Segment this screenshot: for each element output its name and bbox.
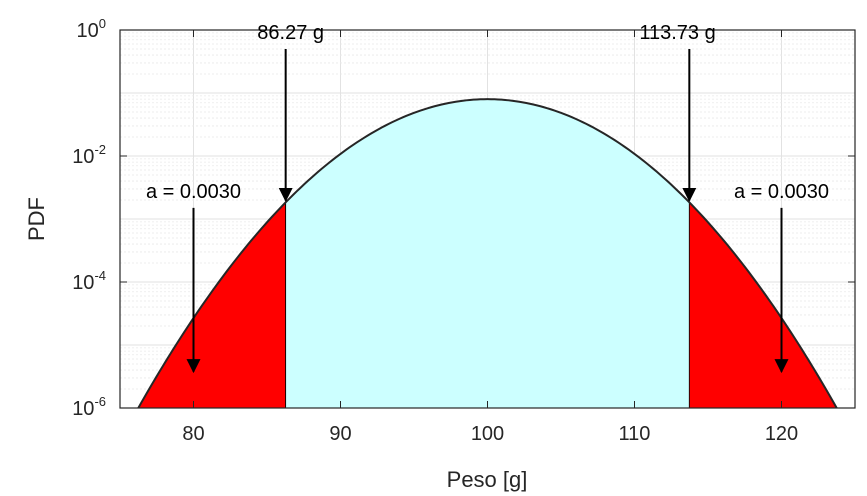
x-tick-label: 90 (329, 423, 351, 445)
y-tick-label: 10-6 (72, 394, 106, 420)
annotations: 86.27 g 113.73 g a = 0.0030 a = 0.0030 (146, 22, 829, 374)
pdf-curve-layer (137, 98, 838, 408)
region-central (285, 98, 690, 408)
x-tick-label: 120 (765, 423, 798, 445)
axis-ticks: 80 90 100 110 120 10-6 10-4 10-2 100 (72, 16, 855, 445)
annotation-label-lower-limit: 86.27 g (257, 22, 324, 44)
region-right-tail (688, 201, 841, 408)
region-left-tail (134, 201, 287, 408)
x-tick-label: 110 (619, 423, 651, 445)
y-tick-label: 10-2 (72, 142, 106, 168)
pdf-curve (137, 98, 838, 408)
y-tick-label: 100 (77, 16, 106, 42)
x-tick-label: 100 (471, 423, 504, 445)
y-tick-label: 10-4 (72, 268, 106, 294)
annotation-label-upper-limit: 113.73 g (639, 22, 715, 44)
y-axis-label: PDF (24, 197, 49, 241)
filled-regions (134, 98, 841, 408)
x-axis-label: Peso [g] (447, 467, 528, 492)
annotation-label-right-alpha: a = 0.0030 (734, 181, 829, 203)
annotation-label-left-alpha: a = 0.0030 (146, 181, 241, 203)
x-tick-label: 80 (182, 423, 204, 445)
